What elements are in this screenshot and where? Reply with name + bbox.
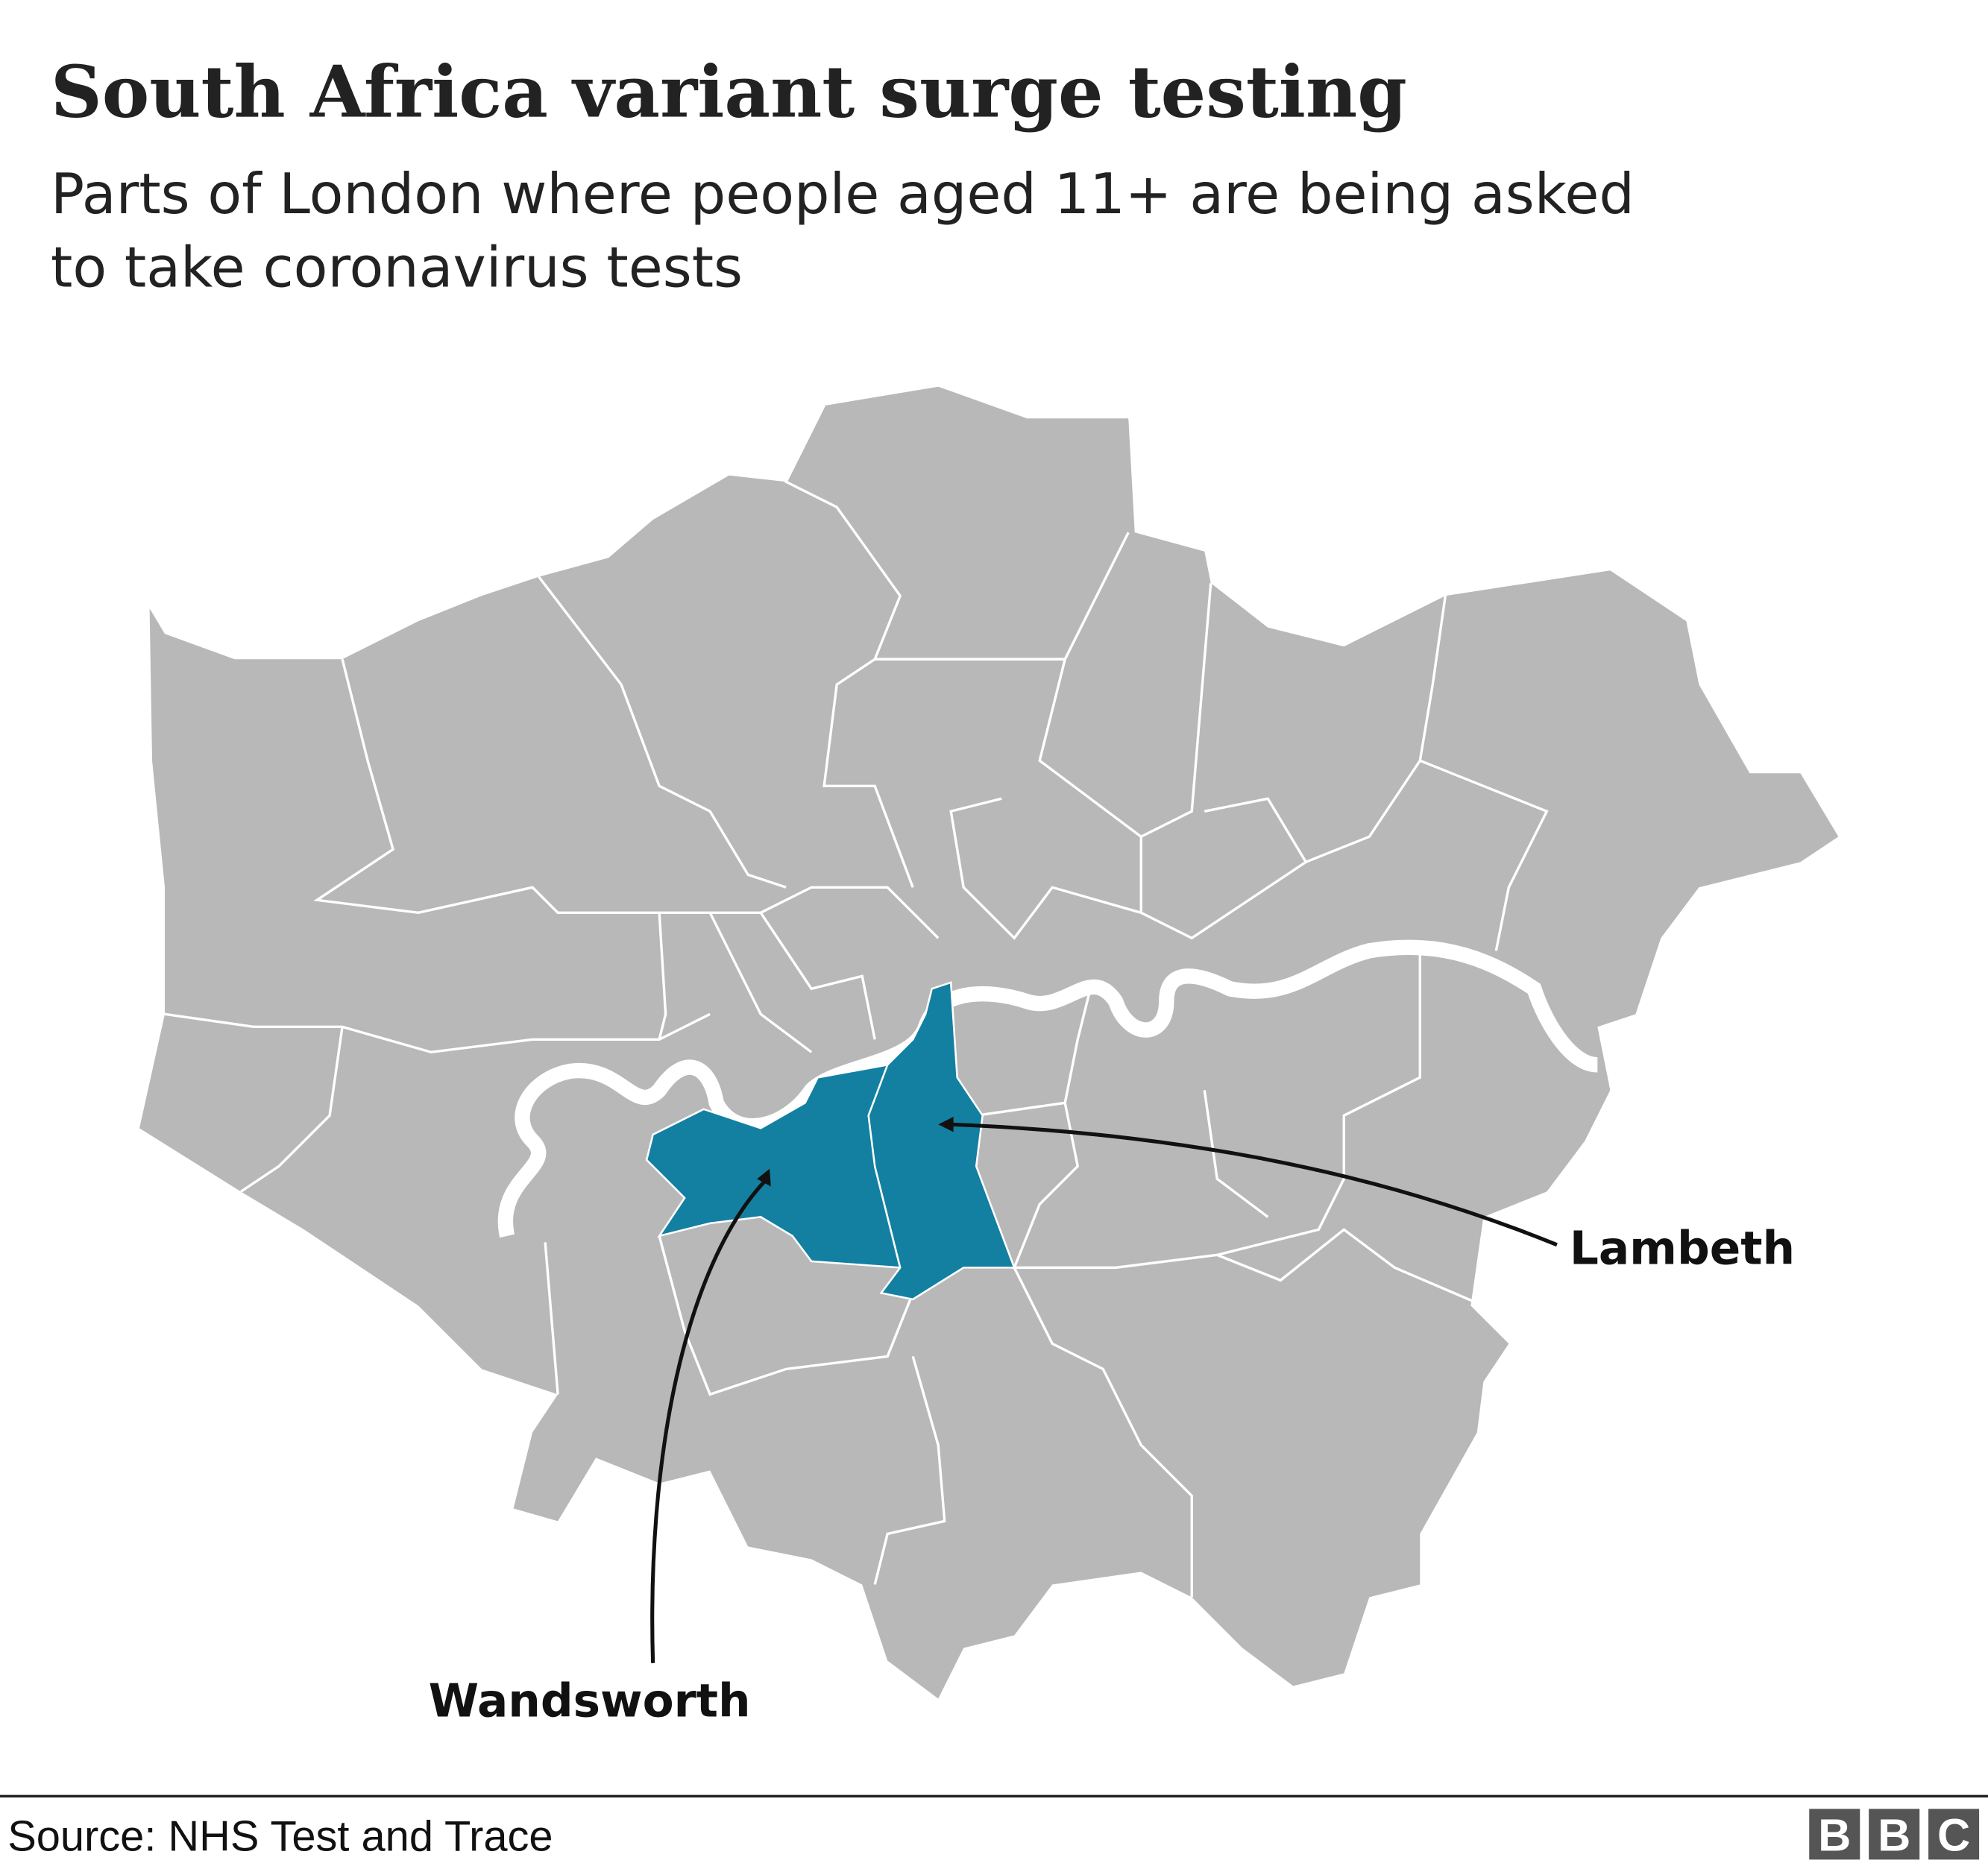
subtitle-line: to take coronavirus tests	[51, 235, 743, 300]
leader-line	[650, 1180, 767, 1663]
logo-letter: C	[1937, 1809, 1970, 1860]
subtitle-line: Parts of London where people aged 11+ ar…	[51, 162, 1635, 227]
area-label: Lambeth	[1570, 1222, 1795, 1275]
logo-block	[1869, 1809, 1920, 1860]
logo-letter: B	[1818, 1809, 1851, 1860]
river-thames	[497, 939, 1599, 1238]
london-map	[139, 386, 1839, 1699]
logo-letter: B	[1878, 1809, 1910, 1860]
bbc-logo: B B C	[1809, 1809, 1980, 1860]
title: South Africa variant surge testing	[51, 51, 1407, 134]
arrowhead	[938, 1117, 954, 1132]
area-label: Wandsworth	[429, 1674, 751, 1727]
logo-block	[1809, 1809, 1860, 1860]
source: Source: NHS Test and Trace	[7, 1812, 553, 1860]
lambeth-area	[867, 981, 1016, 1301]
london-outline	[139, 386, 1839, 1699]
borough-borders	[164, 405, 1549, 1598]
annotations: Lambeth Wandsworth	[429, 1117, 1795, 1727]
logo-block	[1928, 1809, 1980, 1860]
arrowhead	[757, 1168, 771, 1187]
leader-line	[951, 1122, 1558, 1247]
